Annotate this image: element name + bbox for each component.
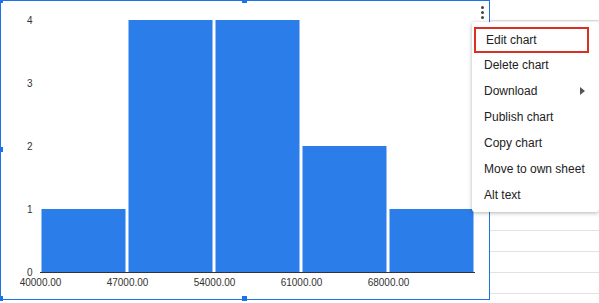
svg-text:47000.00: 47000.00 <box>107 277 149 288</box>
html-text:Copy chart: Copy chart <box>484 136 542 150</box>
html-text:Delete chart: Delete chart <box>484 58 549 72</box>
svg-text:2: 2 <box>27 141 33 152</box>
svg-text:4: 4 <box>27 15 33 26</box>
svg-text:54000.00: 54000.00 <box>194 277 236 288</box>
svg-text:68000.00: 68000.00 <box>368 277 410 288</box>
html-text:Download: Download <box>484 84 538 98</box>
svg-text:40000.00: 40000.00 <box>20 277 62 288</box>
svg-text:1: 1 <box>27 204 33 215</box>
svg-text:3: 3 <box>27 78 33 89</box>
svg-text:0: 0 <box>26 266 33 278</box>
html-text:Move to own sheet: Move to own sheet <box>484 162 585 176</box>
html-text:Publish chart: Publish chart <box>484 110 554 124</box>
html-text:Alt text: Alt text <box>484 188 521 202</box>
html-text:Edit chart: Edit chart <box>486 33 537 47</box>
svg-text:61000.00: 61000.00 <box>281 277 323 288</box>
